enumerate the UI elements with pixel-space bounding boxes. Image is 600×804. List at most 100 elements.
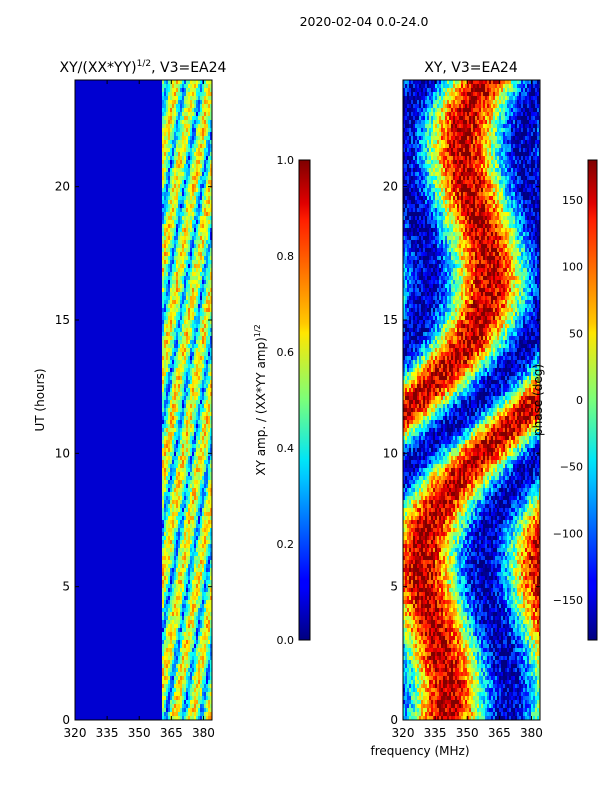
amp-cell — [208, 184, 210, 188]
amp-cell — [164, 444, 166, 448]
phase-cell — [503, 80, 505, 84]
amp-cell — [206, 388, 208, 392]
amp-cell — [184, 452, 186, 456]
amp-cell — [206, 692, 208, 696]
amp-cell — [180, 308, 182, 312]
amp-cell — [196, 672, 198, 676]
amp-cell — [196, 324, 198, 328]
amp-cell — [166, 452, 168, 456]
amp-cell — [198, 104, 200, 108]
amp-cell — [188, 316, 190, 320]
amp-cell — [194, 320, 196, 324]
amp-cell — [196, 428, 198, 432]
phase-cell — [435, 100, 437, 104]
amp-cell — [206, 652, 208, 656]
amp-cell — [172, 428, 174, 432]
amp-cell — [208, 156, 210, 160]
amp-cell — [178, 248, 180, 252]
phase-cell — [409, 96, 411, 100]
phase-cell — [431, 112, 433, 116]
phase-cell — [537, 128, 539, 132]
amp-cell — [196, 456, 198, 460]
amp-cell — [204, 144, 206, 148]
amp-cell — [192, 188, 194, 192]
phase-cell — [441, 100, 443, 104]
phase-cell — [529, 100, 531, 104]
amp-cell — [192, 500, 194, 504]
amp-cell — [162, 296, 164, 300]
amp-cell — [190, 176, 192, 180]
amp-cell — [196, 300, 198, 304]
amp-cell — [166, 588, 168, 592]
amp-cell — [198, 92, 200, 96]
amp-cell — [204, 120, 206, 124]
amp-cell — [200, 100, 202, 104]
amp-cell — [206, 308, 208, 312]
amp-cell — [188, 576, 190, 580]
amp-cell — [168, 704, 170, 708]
phase-cell — [501, 120, 503, 124]
phase-cell — [537, 96, 539, 100]
amp-cell — [174, 636, 176, 640]
amp-cell — [174, 500, 176, 504]
amp-cell — [182, 144, 184, 148]
amp-cell — [162, 684, 164, 688]
amp-cell — [202, 504, 204, 508]
phase-cell — [409, 116, 411, 120]
amp-cell — [182, 476, 184, 480]
amp-cell — [164, 80, 166, 84]
amp-cell — [168, 660, 170, 664]
amp-cell — [208, 596, 210, 600]
amp-cell — [176, 476, 178, 480]
amp-cell — [186, 528, 188, 532]
amp-cell — [176, 364, 178, 368]
amp-cell — [184, 460, 186, 464]
amp-cell — [196, 660, 198, 664]
amp-cell — [176, 312, 178, 316]
phase-cell — [479, 92, 481, 96]
amp-cell — [192, 136, 194, 140]
amp-cell — [196, 92, 198, 96]
amp-cell — [176, 552, 178, 556]
phase-cell — [477, 128, 479, 132]
amp-cell — [188, 716, 190, 720]
amp-cell — [170, 300, 172, 304]
amp-cell — [194, 240, 196, 244]
amp-cell — [192, 380, 194, 384]
amp-cell — [192, 152, 194, 156]
amp-cell — [188, 436, 190, 440]
amp-cell — [208, 616, 210, 620]
phase-cell — [519, 124, 521, 128]
amp-cell — [180, 416, 182, 420]
amp-cell — [180, 408, 182, 412]
amp-cell — [196, 176, 198, 180]
amp-cell — [206, 696, 208, 700]
amp-cell — [196, 184, 198, 188]
amp-cell — [162, 96, 164, 100]
phase-cell — [447, 104, 449, 108]
amp-cell — [204, 568, 206, 572]
amp-cell — [172, 112, 174, 116]
phase-cell — [465, 108, 467, 112]
amp-cell — [208, 412, 210, 416]
amp-cell — [170, 280, 172, 284]
amp-cell — [190, 228, 192, 232]
amp-cell — [208, 676, 210, 680]
amp-cell — [200, 404, 202, 408]
amp-cell — [206, 328, 208, 332]
phase-cell — [435, 88, 437, 92]
amp-cell — [198, 512, 200, 516]
amp-cell — [192, 312, 194, 316]
amp-cell — [174, 440, 176, 444]
amp-cell — [162, 640, 164, 644]
amp-cell — [190, 588, 192, 592]
amp-cell — [166, 344, 168, 348]
amp-cell — [186, 500, 188, 504]
phase-cell — [503, 84, 505, 88]
phase-cell — [429, 108, 431, 112]
phase-cell — [417, 116, 419, 120]
amp-cell — [162, 232, 164, 236]
amp-cell — [194, 156, 196, 160]
amp-cell — [202, 384, 204, 388]
phase-cell — [457, 120, 459, 124]
